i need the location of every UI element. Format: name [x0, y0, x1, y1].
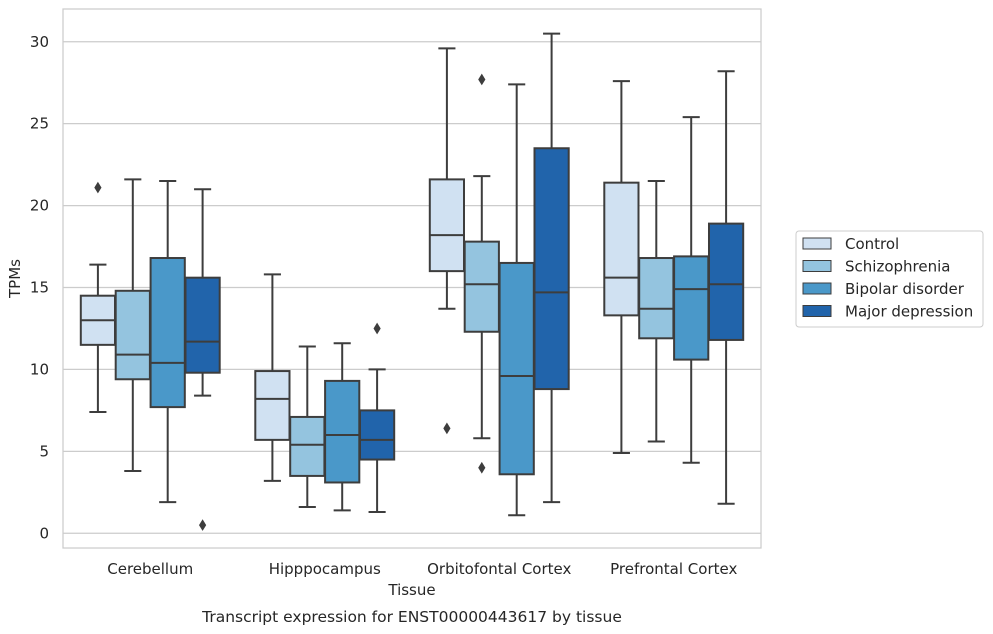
- iqr-box: [463, 240, 500, 333]
- box-schizophrenia-prefrontal-cortex: [638, 180, 675, 443]
- outlier-point: [94, 181, 102, 194]
- iqr-box: [638, 257, 675, 340]
- iqr-box: [358, 409, 396, 461]
- legend: Control Schizophrenia Bipolar disorder Majo…: [795, 230, 984, 328]
- plot-frame: [62, 8, 762, 549]
- iqr-box: [533, 147, 570, 391]
- iqr-box: [498, 261, 535, 476]
- chart-caption: Transcript expression for ENST0000044361…: [201, 608, 622, 626]
- box-bipolar-disorder-orbitofontal-cortex: [498, 83, 535, 517]
- legend-swatch: [802, 305, 832, 317]
- legend-swatch: [802, 282, 832, 295]
- iqr-box: [673, 255, 710, 361]
- box-schizophrenia-cerebellum: [114, 178, 151, 472]
- y-tick-label: 5: [39, 442, 49, 460]
- box-major-depression-hipppocampus: [358, 322, 396, 513]
- x-tick-labels: Cerebellum Hipppocampus Orbitofontal Corte…: [107, 560, 737, 578]
- iqr-box: [254, 370, 291, 441]
- y-tick-labels: 0 5 10 15 20 25 30: [30, 33, 49, 542]
- legend-label: Schizophrenia: [845, 258, 950, 276]
- outlier-point: [373, 322, 381, 335]
- y-tick-label: 0: [39, 524, 49, 542]
- iqr-box: [184, 276, 221, 374]
- legend-label: Bipolar disorder: [845, 280, 965, 298]
- x-tick-label: Cerebellum: [107, 560, 193, 578]
- box-schizophrenia-orbitofontal-cortex: [463, 73, 500, 474]
- box-bipolar-disorder-cerebellum: [149, 180, 186, 504]
- x-axis-label: Tissue: [387, 581, 435, 599]
- y-tick-label: 20: [30, 197, 49, 215]
- y-tick-label: 25: [30, 115, 49, 133]
- boxes: [79, 32, 745, 531]
- box-major-depression-cerebellum: [184, 188, 221, 531]
- legend-frame: [795, 230, 984, 328]
- x-tick-label: Hipppocampus: [269, 560, 381, 578]
- legend-label: Major depression: [845, 303, 973, 321]
- box-bipolar-disorder-hipppocampus: [324, 342, 361, 512]
- box-control-orbitofontal-cortex: [428, 47, 466, 435]
- legend-swatch: [802, 260, 832, 272]
- x-tick-label: Orbitofontal Cortex: [427, 560, 571, 578]
- box-control-cerebellum: [79, 181, 117, 414]
- iqr-box: [707, 222, 745, 341]
- iqr-box: [114, 289, 151, 381]
- y-tick-label: 15: [30, 279, 49, 297]
- x-tick-label: Prefrontal Cortex: [610, 560, 737, 578]
- box-control-hipppocampus: [254, 273, 291, 482]
- iqr-box: [603, 181, 640, 317]
- box-major-depression-prefrontal-cortex: [707, 70, 745, 505]
- y-tick-label: 30: [30, 33, 49, 51]
- iqr-box: [428, 178, 466, 273]
- box-schizophrenia-hipppocampus: [289, 345, 326, 509]
- box-major-depression-orbitofontal-cortex: [533, 32, 570, 504]
- y-tick-label: 10: [30, 360, 49, 378]
- box-control-prefrontal-cortex: [603, 80, 640, 454]
- outlier-point: [478, 73, 486, 86]
- y-axis-label: TPMs: [6, 259, 24, 299]
- outlier-point: [478, 461, 486, 474]
- outlier-point: [443, 422, 451, 435]
- iqr-box: [289, 415, 326, 477]
- iqr-box: [149, 257, 186, 409]
- outlier-point: [199, 519, 207, 531]
- iqr-box: [324, 379, 361, 484]
- legend-swatch: [802, 237, 832, 250]
- box-bipolar-disorder-prefrontal-cortex: [673, 116, 710, 464]
- legend-label: Control: [845, 235, 899, 253]
